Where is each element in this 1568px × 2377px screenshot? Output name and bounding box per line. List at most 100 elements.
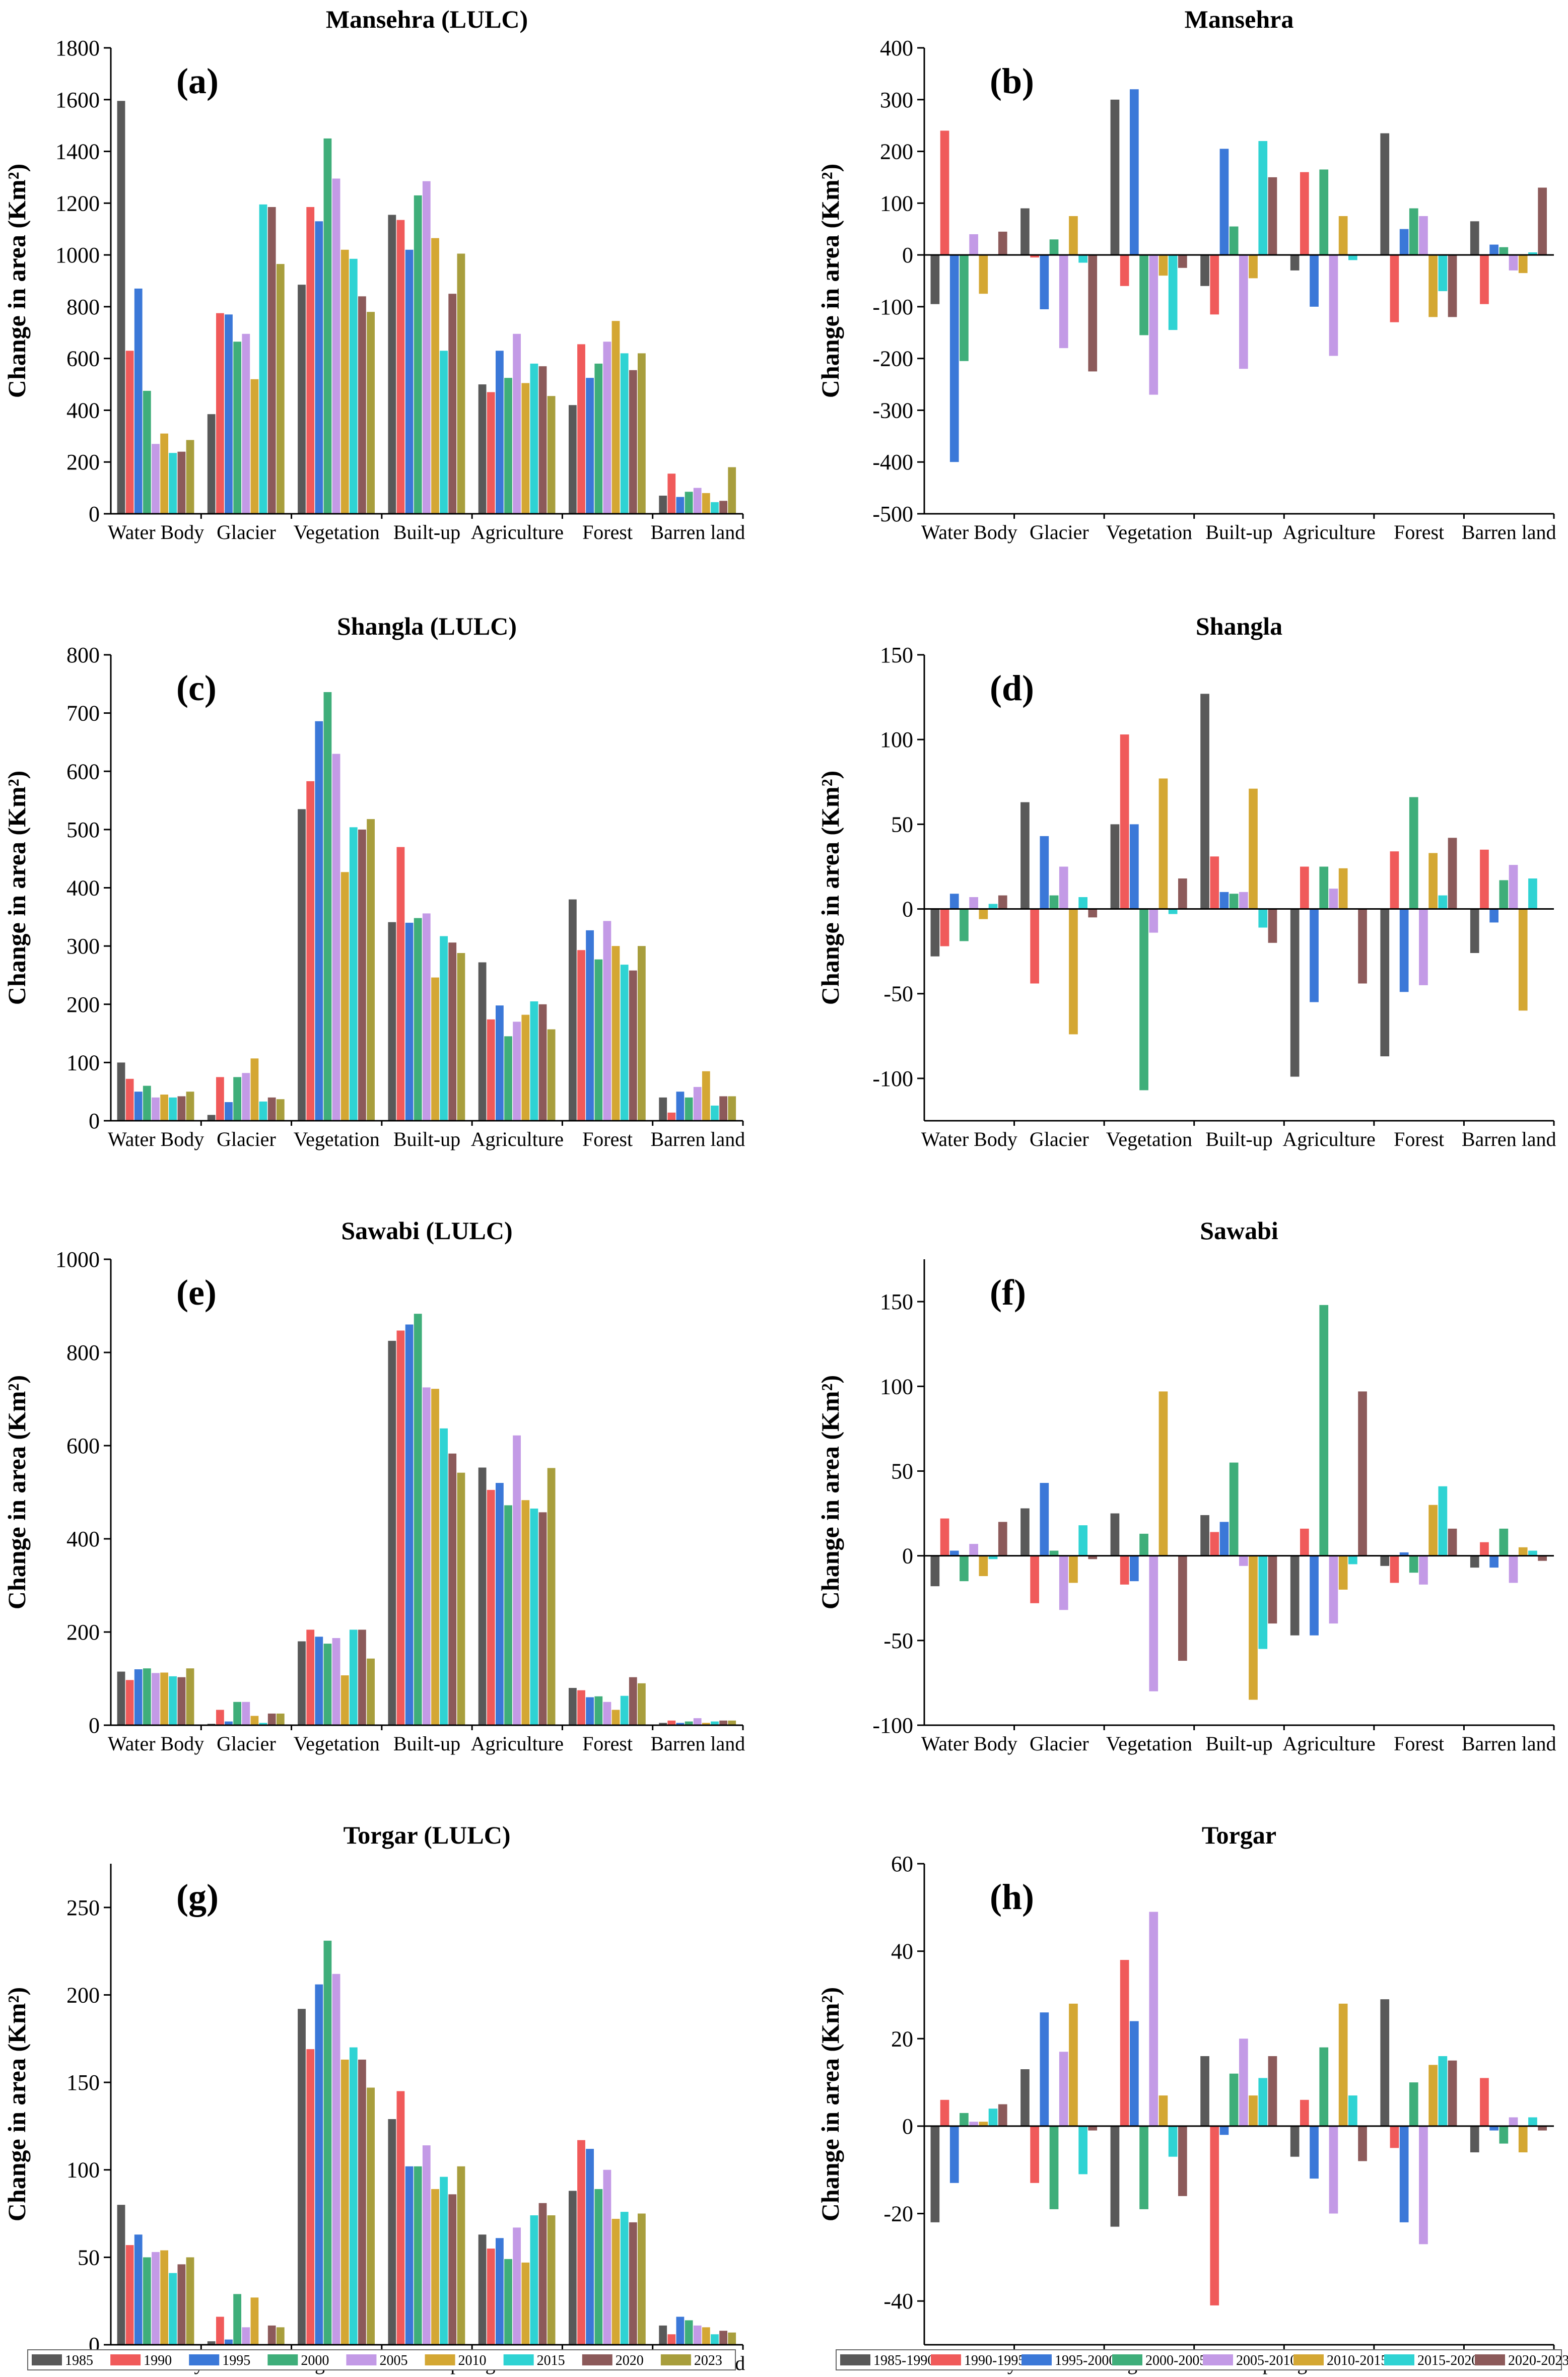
bar-agriculture-1990 [487, 2249, 495, 2345]
bar-barren-land-2000-2005 [1499, 2126, 1509, 2144]
bar-glacier-2010 [250, 379, 259, 514]
bar-vegetation-2000-2005 [1139, 1533, 1148, 1556]
bar-built-up-2005-2010 [1239, 892, 1248, 909]
bar-forest-2010 [611, 321, 620, 514]
legend-swatch [503, 2354, 534, 2365]
legend-swatch [189, 2354, 220, 2365]
bar-glacier-2005 [242, 333, 250, 514]
bar-glacier-1990 [216, 1710, 224, 1725]
bar-built-up-2000 [414, 195, 422, 514]
bar-glacier-2005 [242, 1073, 250, 1121]
bar-built-up-2020 [448, 942, 457, 1121]
y-tick-label: 50 [891, 812, 913, 837]
bar-agriculture-1990-1995 [1300, 866, 1309, 909]
bar-vegetation-2000-2005 [1139, 2126, 1148, 2209]
bar-glacier-1990 [216, 1077, 224, 1121]
bar-forest-1990-1995 [1390, 851, 1399, 909]
bar-water-body-1995-2000 [949, 255, 959, 462]
legend-entry: 2020-2023 [1508, 2353, 1568, 2368]
bar-agriculture-2015 [530, 363, 538, 514]
bar-barren-land-2020 [719, 501, 727, 514]
legend-entry: 2005-2010 [1236, 2353, 1297, 2368]
panel-label: (d) [990, 668, 1034, 708]
bar-agriculture-2015 [530, 2215, 538, 2345]
bar-barren-land-2005 [693, 2325, 702, 2345]
bar-water-body-2010 [160, 1672, 168, 1725]
legend-entry: 2015 [537, 2353, 565, 2368]
bar-vegetation-2000-2005 [1139, 909, 1148, 1091]
bar-water-body-1990 [125, 351, 134, 514]
legend-entry: 2010 [458, 2353, 487, 2368]
bar-vegetation-2000 [323, 692, 332, 1121]
bar-water-body-1985-1990 [930, 909, 940, 957]
bar-water-body-2000-2005 [960, 2113, 969, 2126]
bar-forest-1990-1995 [1390, 255, 1399, 322]
bar-built-up-1995 [405, 922, 414, 1121]
bar-forest-2015-2020 [1438, 895, 1448, 909]
bar-built-up-2010 [431, 1389, 439, 1725]
bar-water-body-2023 [186, 1092, 194, 1121]
bar-built-up-1995 [405, 2166, 414, 2345]
bar-built-up-1990 [396, 2091, 405, 2345]
bar-glacier-2023 [276, 1713, 285, 1725]
bar-water-body-2023 [186, 1668, 194, 1725]
bar-built-up-2000-2005 [1229, 1462, 1239, 1556]
bar-glacier-2005-2010 [1059, 2052, 1068, 2126]
y-tick-label: 800 [66, 643, 100, 667]
bar-forest-1995-2000 [1399, 2126, 1409, 2222]
bar-vegetation-1990 [306, 207, 315, 514]
panel-label: (f) [990, 1272, 1026, 1313]
category-label: Forest [582, 521, 633, 544]
bar-glacier-1985-1990 [1020, 208, 1030, 255]
bar-barren-land-2015-2020 [1528, 878, 1537, 909]
bar-built-up-2015-2020 [1258, 909, 1268, 928]
y-tick-label: 1200 [55, 191, 100, 216]
bar-water-body-1990 [125, 1680, 134, 1725]
bar-agriculture-2000 [504, 378, 512, 514]
bar-forest-1995-2000 [1399, 909, 1409, 992]
bar-vegetation-1995-2000 [1130, 1555, 1139, 1582]
bar-glacier-2023 [276, 264, 285, 514]
bar-glacier-2010 [250, 2297, 259, 2345]
y-tick-label: 0 [902, 1544, 913, 1569]
bar-vegetation-2005-2010 [1149, 255, 1158, 395]
y-tick-label: 400 [66, 1527, 100, 1551]
bar-water-body-1995-2000 [949, 894, 959, 909]
y-tick-label: 100 [880, 191, 913, 216]
y-tick-label: 200 [66, 1983, 100, 2007]
bar-built-up-2023 [457, 253, 465, 514]
bar-barren-land-2020 [719, 2331, 727, 2345]
y-tick-label: 0 [902, 897, 913, 922]
bar-barren-land-2000-2005 [1499, 880, 1509, 909]
bar-glacier-1985-1990 [1020, 802, 1030, 909]
chart-panel-f: Sawabi (f) -100 -50 0 50 100 150 Water Body Glaci… [816, 1216, 1556, 1755]
y-tick-label: 200 [66, 992, 100, 1017]
bar-built-up-2020-2023 [1268, 909, 1277, 943]
bar-forest-2015 [620, 1695, 629, 1725]
bar-barren-land-2010-2015 [1518, 1547, 1528, 1556]
bar-glacier-2010-2015 [1069, 216, 1078, 255]
bar-water-body-2020 [177, 1096, 186, 1121]
bar-water-body-2000 [143, 1668, 151, 1725]
bar-barren-land-2020-2023 [1538, 2126, 1547, 2131]
bar-built-up-2005 [422, 2145, 431, 2345]
chart-panel-e: Sawabi (LULC) (e) 0 200 400 600 800 1000 Water B… [3, 1216, 745, 1755]
bar-water-body-2000 [143, 390, 151, 514]
bar-water-body-1995 [134, 1092, 143, 1121]
bar-glacier-2023 [276, 2327, 285, 2345]
y-tick-label: -300 [872, 398, 913, 423]
bar-forest-1995 [586, 378, 594, 514]
bar-built-up-2010-2015 [1249, 1555, 1258, 1700]
bar-vegetation-2023 [367, 312, 375, 514]
bar-barren-land-2015 [711, 2334, 719, 2345]
bar-built-up-2010-2015 [1249, 2095, 1258, 2126]
bar-forest-1995 [586, 2149, 594, 2345]
bar-barren-land-1985 [659, 1723, 667, 1725]
bar-glacier-2015 [259, 1101, 267, 1121]
bar-built-up-2005 [422, 913, 431, 1121]
bar-water-body-2005-2010 [969, 2122, 978, 2126]
bar-water-body-2005 [152, 444, 160, 514]
bar-barren-land-2015-2020 [1528, 252, 1537, 255]
bar-forest-1985-1990 [1380, 133, 1390, 255]
bar-water-body-1985 [117, 101, 125, 514]
